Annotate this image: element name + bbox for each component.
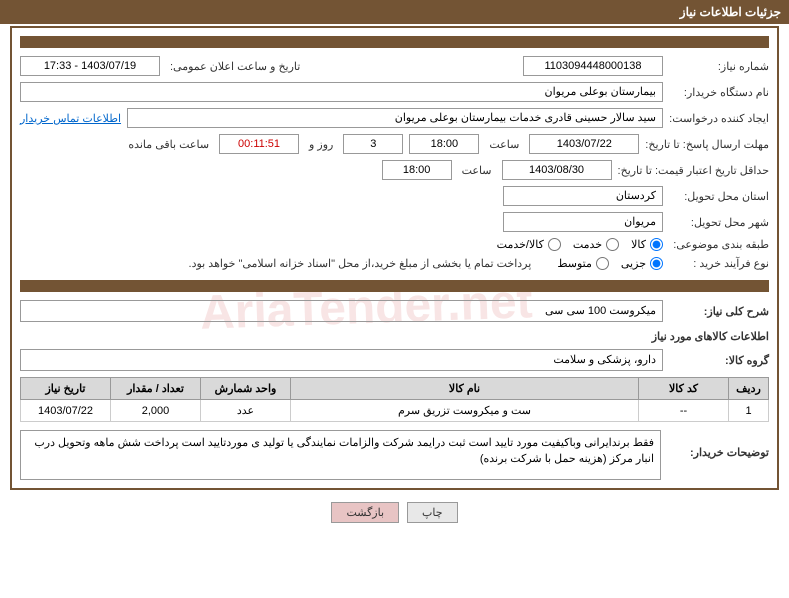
goods-group-label: گروه کالا: [669, 354, 769, 367]
buyer-notes-label: توضیحات خریدار: [669, 430, 769, 459]
deadline-date-field: 1403/07/22 [529, 134, 639, 154]
general-desc-field: میکروست 100 سی سی [20, 300, 663, 322]
td-qty: 2,000 [111, 400, 201, 422]
goods-group-field: دارو، پزشکی و سلامت [20, 349, 663, 371]
table-row: 1 -- ست و میکروست تزریق سرم عدد 2,000 14… [21, 400, 769, 422]
time-label-2: ساعت [458, 164, 496, 177]
proc-medium-label: متوسط [557, 257, 592, 270]
buyer-org-field: بیمارستان بوعلی مریوان [20, 82, 663, 102]
button-row: چاپ بازگشت [0, 492, 789, 529]
validity-label: حداقل تاریخ اعتبار قیمت: تا تاریخ: [618, 164, 769, 177]
section-divider-2 [20, 280, 769, 292]
th-name: نام کالا [291, 378, 639, 400]
announce-date-field: 1403/07/19 - 17:33 [20, 56, 160, 76]
contact-link[interactable]: اطلاعات تماس خریدار [20, 112, 121, 125]
page-header: جزئیات اطلاعات نیاز [0, 0, 789, 24]
proc-small-label: جزیی [621, 257, 646, 270]
cat-goods-option[interactable]: کالا [631, 238, 663, 251]
general-desc-label: شرح کلی نیاز: [669, 305, 769, 318]
need-number-field: 1103094448000138 [523, 56, 663, 76]
table-header-row: ردیف کد کالا نام کالا واحد شمارش تعداد /… [21, 378, 769, 400]
buyer-notes-field: فقط برندایرانی وباکیفیت مورد تایید است ث… [20, 430, 661, 480]
back-button[interactable]: بازگشت [331, 502, 399, 523]
th-row: ردیف [729, 378, 769, 400]
section-divider [20, 36, 769, 48]
cat-both-option[interactable]: کالا/خدمت [497, 238, 561, 251]
days-count-field: 3 [343, 134, 403, 154]
th-date: تاریخ نیاز [21, 378, 111, 400]
td-code: -- [639, 400, 729, 422]
cat-service-option[interactable]: خدمت [573, 238, 619, 251]
proc-small-radio[interactable] [650, 257, 663, 270]
process-label: نوع فرآیند خرید : [669, 257, 769, 270]
requester-label: ایجاد کننده درخواست: [669, 112, 769, 125]
th-code: کد کالا [639, 378, 729, 400]
proc-medium-option[interactable]: متوسط [557, 257, 609, 270]
goods-info-title: اطلاعات کالاهای مورد نیاز [20, 330, 769, 343]
cat-goods-radio[interactable] [650, 238, 663, 251]
time-label-1: ساعت [485, 138, 523, 151]
announce-date-label: تاریخ و ساعت اعلان عمومی: [166, 60, 304, 73]
cat-goods-label: کالا [631, 238, 646, 251]
need-number-label: شماره نیاز: [669, 60, 769, 73]
cat-both-radio[interactable] [548, 238, 561, 251]
category-label: طبقه بندی موضوعی: [669, 238, 769, 251]
proc-medium-radio[interactable] [596, 257, 609, 270]
cat-service-label: خدمت [573, 238, 602, 251]
city-field: مریوان [503, 212, 663, 232]
city-label: شهر محل تحویل: [669, 216, 769, 229]
page-title: جزئیات اطلاعات نیاز [680, 5, 781, 19]
goods-table: ردیف کد کالا نام کالا واحد شمارش تعداد /… [20, 377, 769, 422]
td-unit: عدد [201, 400, 291, 422]
td-row: 1 [729, 400, 769, 422]
remaining-label: ساعت باقی مانده [124, 138, 213, 151]
validity-date-field: 1403/08/30 [502, 160, 612, 180]
th-qty: تعداد / مقدار [111, 378, 201, 400]
requester-field: سید سالار حسینی قادری خدمات بیمارستان بو… [127, 108, 663, 128]
th-unit: واحد شمارش [201, 378, 291, 400]
province-label: استان محل تحویل: [669, 190, 769, 203]
province-field: کردستان [503, 186, 663, 206]
deadline-label: مهلت ارسال پاسخ: تا تاریخ: [645, 138, 769, 151]
proc-small-option[interactable]: جزیی [621, 257, 663, 270]
print-button[interactable]: چاپ [407, 502, 458, 523]
cat-both-label: کالا/خدمت [497, 238, 544, 251]
payment-note: پرداخت تمام یا بخشی از مبلغ خرید،از محل … [189, 257, 532, 270]
cat-service-radio[interactable] [606, 238, 619, 251]
countdown-field: 00:11:51 [219, 134, 299, 154]
validity-time-field: 18:00 [382, 160, 452, 180]
days-label: روز و [305, 138, 337, 151]
td-name: ست و میکروست تزریق سرم [291, 400, 639, 422]
main-panel: شماره نیاز: 1103094448000138 تاریخ و ساع… [10, 26, 779, 490]
buyer-org-label: نام دستگاه خریدار: [669, 86, 769, 99]
td-date: 1403/07/22 [21, 400, 111, 422]
deadline-time-field: 18:00 [409, 134, 479, 154]
